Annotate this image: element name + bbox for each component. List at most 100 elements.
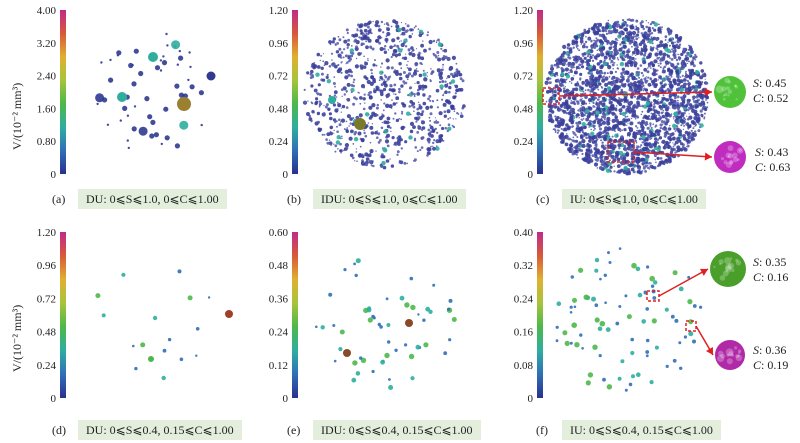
particle xyxy=(400,40,402,42)
particle xyxy=(356,29,359,32)
particle xyxy=(360,44,362,47)
particle xyxy=(613,165,615,167)
particle xyxy=(599,39,603,43)
particle xyxy=(633,114,637,118)
particle xyxy=(344,143,349,148)
particle xyxy=(613,61,615,64)
colorbar-tick-label: 0.24 xyxy=(269,327,289,339)
particle xyxy=(655,47,657,49)
particle xyxy=(408,353,415,360)
particle xyxy=(625,108,628,110)
particle xyxy=(432,100,435,103)
particle xyxy=(680,84,683,87)
particle xyxy=(676,75,679,78)
particle xyxy=(332,82,336,85)
particle xyxy=(404,81,408,85)
particle xyxy=(397,53,401,57)
particle xyxy=(604,165,607,168)
particle xyxy=(446,129,449,133)
particle xyxy=(566,64,568,66)
particle-texture xyxy=(731,268,735,272)
particle xyxy=(688,68,690,71)
particle xyxy=(195,354,198,357)
particle xyxy=(626,35,631,40)
particle xyxy=(369,125,374,130)
particle xyxy=(656,94,660,98)
particle xyxy=(668,29,671,32)
particle xyxy=(645,36,650,41)
particle xyxy=(630,117,633,120)
particle xyxy=(624,115,627,118)
particle xyxy=(420,146,424,149)
particle xyxy=(649,47,655,52)
particle xyxy=(352,34,356,38)
particle xyxy=(661,96,666,101)
colorbar-tick-label: 0.32 xyxy=(514,260,533,272)
particle xyxy=(452,95,457,100)
particle xyxy=(583,30,587,34)
particle xyxy=(668,80,673,85)
particle xyxy=(679,59,681,61)
particle xyxy=(642,74,645,76)
particle xyxy=(428,135,431,137)
particle xyxy=(684,76,686,78)
particle xyxy=(640,79,643,82)
particle xyxy=(436,40,438,42)
particle xyxy=(585,148,589,152)
particle xyxy=(414,160,416,162)
particle xyxy=(441,57,446,61)
particle xyxy=(354,273,358,278)
particle xyxy=(367,153,372,158)
particle xyxy=(626,314,632,320)
particle xyxy=(607,32,610,35)
particle xyxy=(343,48,346,51)
particle xyxy=(607,41,610,44)
particle xyxy=(620,88,624,92)
particle xyxy=(657,141,659,144)
particle xyxy=(658,160,663,165)
particle xyxy=(617,39,619,42)
particle xyxy=(674,41,676,44)
particle xyxy=(567,147,572,152)
annotation-text-c-2: S: 0.43 C: 0.63 xyxy=(755,145,791,174)
particle xyxy=(635,54,637,57)
particle xyxy=(615,321,620,326)
particle xyxy=(640,113,643,116)
particle xyxy=(664,307,669,312)
particle xyxy=(426,34,429,37)
particle xyxy=(662,160,664,162)
particle xyxy=(668,38,672,42)
particle xyxy=(573,139,576,143)
particle xyxy=(570,100,572,102)
particle xyxy=(654,159,656,161)
particle xyxy=(618,108,623,113)
particle xyxy=(643,97,648,102)
particle xyxy=(642,84,645,88)
particle xyxy=(634,28,637,31)
particle xyxy=(361,154,365,159)
particle xyxy=(562,110,567,114)
particle xyxy=(587,58,592,63)
particle xyxy=(685,88,687,90)
particle xyxy=(195,327,200,331)
particle xyxy=(672,145,675,148)
particle xyxy=(374,59,376,62)
particle xyxy=(336,130,339,133)
particle xyxy=(655,114,658,117)
particle xyxy=(399,160,404,165)
particle xyxy=(400,118,402,121)
particle xyxy=(671,132,675,136)
particle-texture xyxy=(735,354,743,361)
particle xyxy=(588,102,591,104)
particle xyxy=(336,108,339,110)
particle xyxy=(680,124,683,127)
particle xyxy=(400,34,402,36)
particle xyxy=(628,163,633,168)
particle xyxy=(603,160,606,163)
particle xyxy=(189,84,195,90)
particle xyxy=(386,66,389,70)
particle xyxy=(653,37,656,40)
particle xyxy=(613,57,616,60)
particle xyxy=(435,41,438,44)
particle-texture xyxy=(724,92,728,97)
